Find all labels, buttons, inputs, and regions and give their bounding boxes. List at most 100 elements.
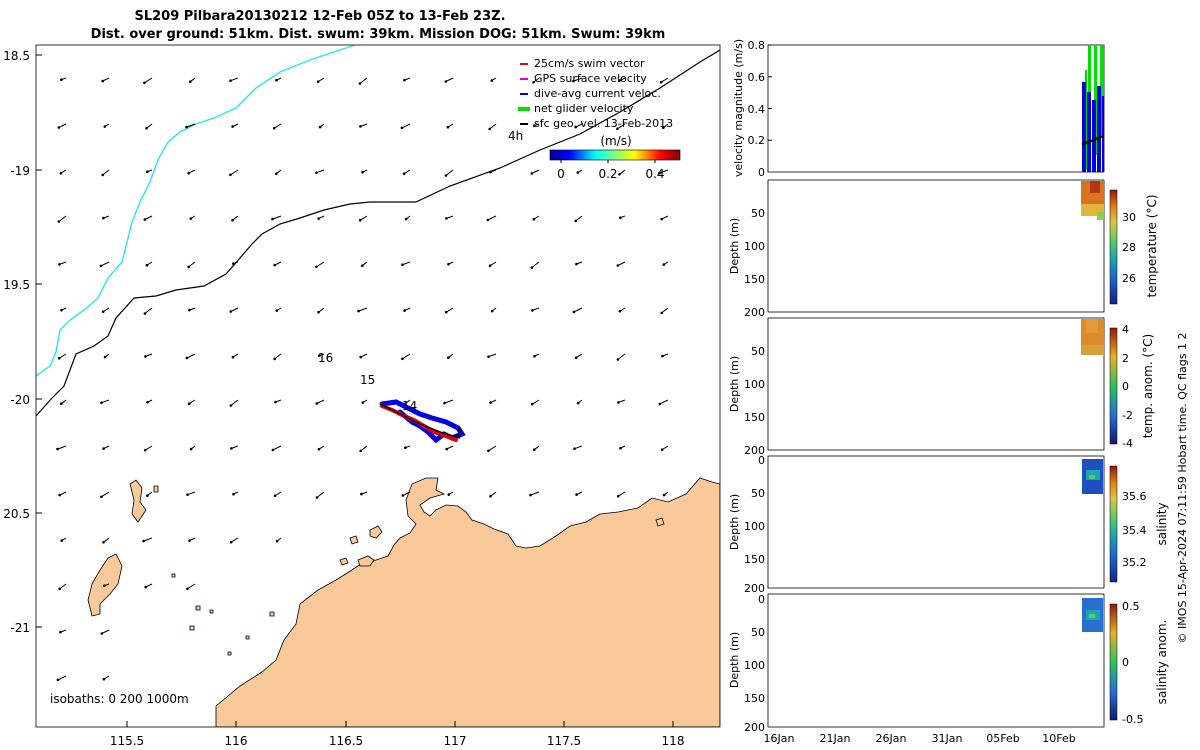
sfc-geo-arrow bbox=[402, 261, 411, 266]
sfc-geo-arrow bbox=[102, 169, 110, 176]
sfc-geo-arrow bbox=[100, 261, 110, 267]
sfc-geo-arrow-head bbox=[143, 81, 146, 85]
sfc-geo-arrow-head bbox=[273, 494, 277, 498]
legend-label-dive-avg: dive-avg current veloc. bbox=[534, 87, 661, 100]
sfc-geo-arrow-head bbox=[143, 448, 147, 452]
salinity-cbar-tick: 35.2 bbox=[1122, 556, 1147, 569]
small-islands bbox=[129, 479, 665, 656]
sfc-geo-arrow bbox=[188, 261, 196, 268]
sfc-geo-arrow-head bbox=[187, 402, 191, 406]
sfc-geo-arrow-head bbox=[57, 356, 61, 360]
sfc-geo-arrow-head bbox=[445, 447, 449, 451]
map-frame bbox=[35, 44, 721, 728]
sfc-geo-arrow bbox=[661, 307, 669, 314]
sfc-geo-arrow-head bbox=[102, 541, 105, 544]
sfc-geo-arrow bbox=[444, 399, 454, 404]
sfc-geo-arrow bbox=[59, 583, 67, 590]
salinity-colorbar bbox=[1109, 465, 1118, 583]
sfc-geo-arrow-head bbox=[659, 80, 663, 84]
sfc-geo-arrow-head bbox=[573, 447, 576, 451]
time-tick: 10Feb bbox=[1042, 732, 1075, 745]
sfc-geo-arrow bbox=[101, 491, 110, 498]
sal-anom-depth-tick: 150 bbox=[744, 692, 765, 705]
sfc-geo-arrow-head bbox=[102, 216, 105, 220]
map-x-axis: 115.5 116 116.5 117 117.5 118 bbox=[110, 721, 684, 748]
sfc-geo-arrow bbox=[360, 445, 368, 452]
sfc-geo-arrow-head bbox=[56, 678, 60, 682]
velocity-y-tick: 0.4 bbox=[748, 103, 766, 116]
sfc-geo-arrow bbox=[445, 307, 454, 313]
map-x-tick: 116.5 bbox=[329, 734, 363, 748]
sfc-geo-arrow-head bbox=[358, 218, 362, 222]
map-y-tick: -21 bbox=[10, 621, 30, 635]
sfc-geo-arrow-head bbox=[490, 79, 494, 82]
sfc-geo-arrow bbox=[316, 169, 325, 174]
sal-anom-cbar-label: salinity anom. bbox=[1155, 620, 1169, 705]
map-y-tick: 18.5 bbox=[3, 49, 30, 63]
temp-anom-depth-tick: 100 bbox=[744, 378, 765, 391]
sfc-geo-velocity-field bbox=[56, 77, 669, 682]
sfc-geo-arrow-head bbox=[274, 400, 277, 404]
sfc-geo-arrow-head bbox=[658, 402, 662, 406]
temp-anom-cbar-label: temp. anom. (°C) bbox=[1141, 334, 1155, 438]
sal-anom-cbar-tick: 0.5 bbox=[1122, 600, 1140, 613]
legend-label-swim: 25cm/s swim vector bbox=[534, 57, 645, 70]
sfc-geo-arrow-head bbox=[616, 127, 619, 131]
sfc-geo-arrow-head bbox=[103, 355, 107, 359]
sfc-geo-arrow-head bbox=[359, 449, 363, 453]
map-x-tick: 117 bbox=[444, 734, 467, 748]
salinity-cbar-tick: 35.6 bbox=[1122, 490, 1147, 503]
sfc-geo-arrow-head bbox=[273, 357, 277, 361]
sfc-geo-arrow-head bbox=[271, 448, 275, 452]
velocity-y-tick: 0.6 bbox=[748, 71, 766, 84]
colorbar-tick: 0.4 bbox=[645, 167, 664, 181]
sfc-geo-arrow-head bbox=[60, 308, 63, 312]
sfc-geo-arrow-head bbox=[103, 584, 106, 587]
sfc-geo-arrow bbox=[144, 307, 153, 314]
time-tick: 16Jan bbox=[764, 732, 795, 745]
sfc-geo-arrow-head bbox=[616, 358, 620, 361]
sfc-geo-arrow-head bbox=[662, 493, 666, 497]
sfc-geo-arrow-head bbox=[489, 170, 492, 174]
isobath-note: isobaths: 0 200 1000m bbox=[50, 692, 189, 706]
sfc-geo-arrow-head bbox=[489, 495, 492, 498]
legend-label-net: net glider velocity bbox=[534, 102, 634, 115]
temperature-depth-tick: 150 bbox=[744, 273, 765, 286]
salinity-panel: Depth (m) 0 50 100 150 200 35.6 35.4 35.… bbox=[728, 454, 1169, 595]
sfc-geo-arrow-head bbox=[403, 309, 406, 312]
sfc-geo-arrow-head bbox=[146, 494, 149, 498]
sfc-geo-arrow-head bbox=[318, 354, 321, 358]
sfc-geo-arrow-head bbox=[187, 171, 190, 175]
sfc-geo-arrow-head bbox=[59, 630, 62, 634]
sfc-geo-arrow bbox=[316, 491, 325, 498]
isobath-200m bbox=[36, 45, 356, 377]
sfc-geo-arrow-head bbox=[618, 309, 622, 313]
hour-label-4h: 4h bbox=[508, 129, 523, 143]
sfc-geo-arrow-head bbox=[58, 587, 61, 591]
sfc-geo-arrow-head bbox=[145, 263, 149, 267]
hour-label-14: 14 bbox=[402, 399, 417, 413]
sfc-geo-arrow-head bbox=[185, 125, 188, 129]
sfc-geo-arrow-head bbox=[315, 171, 318, 174]
sfc-geo-arrow bbox=[531, 261, 540, 268]
sfc-geo-arrow-head bbox=[576, 401, 580, 405]
velocity-y-ticks: 0.8 0.6 0.4 0.2 0 bbox=[748, 39, 772, 179]
dive-avg-current-track bbox=[379, 399, 466, 444]
sfc-geo-arrow-head bbox=[357, 309, 360, 313]
sfc-geo-arrow-head bbox=[102, 447, 105, 450]
temp-anom-colorbar bbox=[1109, 327, 1118, 445]
sfc-geo-arrow-head bbox=[360, 492, 363, 496]
map-y-tick: -20 bbox=[10, 393, 30, 407]
sfc-geo-arrow-head bbox=[575, 262, 578, 266]
time-tick: 05Feb bbox=[986, 732, 1019, 745]
sfc-geo-arrow-head bbox=[275, 539, 279, 543]
sfc-geo-arrow-head bbox=[60, 78, 63, 81]
map-y-tick: -19 bbox=[10, 164, 30, 178]
sfc-geo-arrow-head bbox=[401, 263, 404, 267]
sfc-geo-arrow-head bbox=[145, 127, 148, 130]
map-panel: 4h 16 15 14 3 isobaths: 0 200 1000m 18.5… bbox=[3, 44, 721, 748]
sfc-geo-arrow-head bbox=[57, 220, 61, 223]
temp-anom-depth-tick: 200 bbox=[744, 444, 765, 457]
sfc-geo-arrow-head bbox=[488, 264, 492, 268]
sfc-geo-arrow bbox=[58, 353, 67, 359]
